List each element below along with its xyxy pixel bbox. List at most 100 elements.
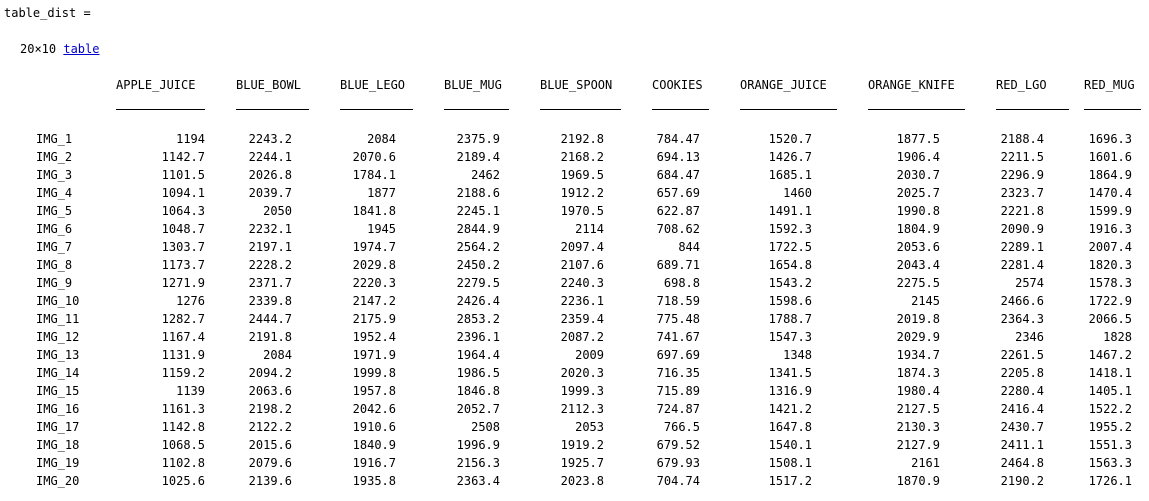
table-cell: 2127.5	[896, 402, 940, 416]
table-cell: 2430.7	[1000, 420, 1044, 434]
table-cell: 2261.5	[1000, 348, 1044, 362]
table-cell: 1864.9	[1088, 168, 1132, 182]
table-cell: 1142.8	[161, 420, 205, 434]
row-label: IMG_4	[36, 186, 73, 200]
table-cell: 1563.3	[1088, 456, 1132, 470]
table-cell: 2029.9	[896, 330, 940, 344]
table-cell: 1491.1	[768, 204, 812, 218]
table-cell: 2281.4	[1000, 258, 1044, 272]
column-header: BLUE_SPOON	[540, 78, 613, 92]
table-cell: 2346	[1015, 330, 1044, 344]
table-cell: 1957.8	[352, 384, 396, 398]
row-label: IMG_13	[36, 348, 80, 362]
table-cell: 716.35	[656, 366, 700, 380]
table-cell: 1348	[783, 348, 812, 362]
table-cell: 1870.9	[896, 474, 940, 488]
column-header-underline	[444, 109, 509, 110]
table-cell: 1784.1	[352, 168, 396, 182]
table-cell: 679.52	[656, 438, 700, 452]
table-cell: 2087.2	[560, 330, 604, 344]
table-cell: 2205.8	[1000, 366, 1044, 380]
table-cell: 2053	[575, 420, 604, 434]
table-cell: 1916.3	[1088, 222, 1132, 236]
table-cell: 1064.3	[161, 204, 205, 218]
row-label: IMG_2	[36, 150, 73, 164]
table-cell: 2232.1	[248, 222, 292, 236]
row-label: IMG_20	[36, 474, 80, 488]
table-cell: 2188.4	[1000, 132, 1044, 146]
table-cell: 1341.5	[768, 366, 812, 380]
table-cell: 1986.5	[456, 366, 500, 380]
table-cell: 1999.8	[352, 366, 396, 380]
table-cell: 2211.5	[1000, 150, 1044, 164]
table-cell: 1952.4	[352, 330, 396, 344]
table-cell: 704.74	[656, 474, 700, 488]
table-cell: 1840.9	[352, 438, 396, 452]
table-cell: 1846.8	[456, 384, 500, 398]
row-label: IMG_1	[36, 132, 73, 146]
table-cell: 1467.2	[1088, 348, 1132, 362]
table-cell: 2416.4	[1000, 402, 1044, 416]
table-cell: 1101.5	[161, 168, 205, 182]
table-cell: 2243.2	[248, 132, 292, 146]
table-cell: 2564.2	[456, 240, 500, 254]
table-cell: 2079.6	[248, 456, 292, 470]
table-cell: 844	[678, 240, 700, 254]
table-cell: 1094.1	[161, 186, 205, 200]
table-cell: 1139	[176, 384, 205, 398]
table-cell: 1405.1	[1088, 384, 1132, 398]
table-cell: 2192.8	[560, 132, 604, 146]
table-cell: 2090.9	[1000, 222, 1044, 236]
table-cell: 2363.4	[456, 474, 500, 488]
table-cell: 1877	[367, 186, 396, 200]
table-cell: 2339.8	[248, 294, 292, 308]
table-class-link[interactable]: table	[63, 42, 100, 56]
table-cell: 741.67	[656, 330, 700, 344]
row-label: IMG_11	[36, 312, 80, 326]
table-cell: 622.87	[656, 204, 700, 218]
table-cell: 1828	[1103, 330, 1132, 344]
table-cell: 1874.3	[896, 366, 940, 380]
row-label: IMG_10	[36, 294, 80, 308]
table-cell: 784.47	[656, 132, 700, 146]
row-label: IMG_12	[36, 330, 80, 344]
table-cell: 2450.2	[456, 258, 500, 272]
table-cell: 1508.1	[768, 456, 812, 470]
column-header-underline	[340, 109, 413, 110]
row-label: IMG_3	[36, 168, 73, 182]
table-cell: 2122.2	[248, 420, 292, 434]
table-cell: 2240.3	[560, 276, 604, 290]
table-cell: 1102.8	[161, 456, 205, 470]
column-header-underline	[740, 109, 837, 110]
table-cell: 2009	[575, 348, 604, 362]
table-cell: 1551.3	[1088, 438, 1132, 452]
table-cell: 2279.5	[456, 276, 500, 290]
table-cell: 2466.6	[1000, 294, 1044, 308]
column-header: APPLE_JUICE	[116, 78, 196, 92]
table-cell: 2375.9	[456, 132, 500, 146]
table-cell: 1142.7	[161, 150, 205, 164]
row-label: IMG_19	[36, 456, 80, 470]
table-cell: 1540.1	[768, 438, 812, 452]
table-cell: 1421.2	[768, 402, 812, 416]
table-cell: 2853.2	[456, 312, 500, 326]
table-cell: 1910.6	[352, 420, 396, 434]
table-cell: 1726.1	[1088, 474, 1132, 488]
table-cell: 1971.9	[352, 348, 396, 362]
table-cell: 2050	[263, 204, 292, 218]
column-header-underline	[1084, 109, 1141, 110]
table-cell: 1543.2	[768, 276, 812, 290]
table-cell: 689.71	[656, 258, 700, 272]
table-cell: 1722.5	[768, 240, 812, 254]
table-cell: 2112.3	[560, 402, 604, 416]
table-cell: 657.69	[656, 186, 700, 200]
column-header-underline	[236, 109, 309, 110]
table-cell: 1167.4	[161, 330, 205, 344]
column-header-underline	[540, 109, 621, 110]
table-cell: 2220.3	[352, 276, 396, 290]
table-cell: 2189.4	[456, 150, 500, 164]
table-cell: 1820.3	[1088, 258, 1132, 272]
table-cell: 2015.6	[248, 438, 292, 452]
column-header-underline	[116, 109, 205, 110]
table-cell: 766.5	[663, 420, 700, 434]
